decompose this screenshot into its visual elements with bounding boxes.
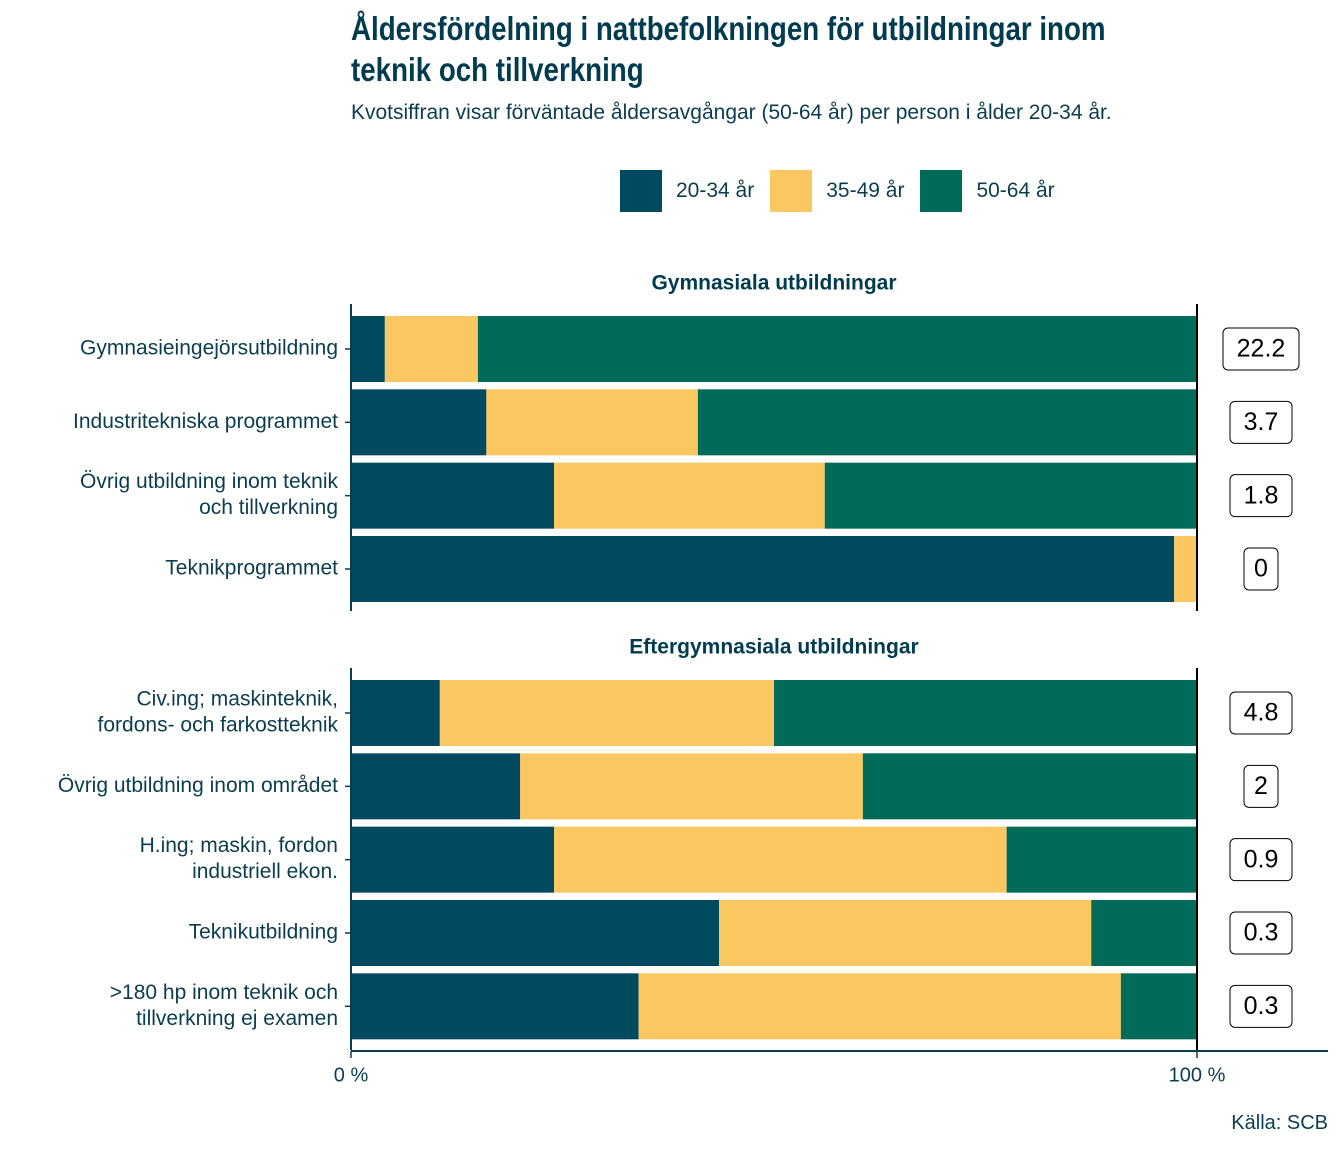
ratio-label-box: [1229, 474, 1293, 518]
panel-title: Eftergymnasiala utbildningar: [629, 636, 918, 659]
bar-segment: [774, 680, 1197, 746]
category-label: fordons- och farkostteknik: [98, 714, 339, 737]
ratio-label: 0.3: [1244, 992, 1279, 1020]
bar-segment: [1174, 535, 1197, 602]
category-label: industriell ekon.: [192, 860, 338, 883]
bar-segment: [862, 753, 1197, 820]
ratio-label: 4.8: [1244, 699, 1279, 727]
bar-segment: [697, 389, 1197, 456]
bar-segment: [351, 973, 639, 1040]
ratio-label-box: [1229, 838, 1293, 882]
ratio-label-box: [1229, 984, 1293, 1028]
bar-segment: [351, 389, 487, 456]
legend: 20-34 år 35-49 år 50-64 år: [620, 170, 1071, 212]
panel-title: Gymnasiala utbildningar: [651, 272, 896, 295]
bar-segment: [351, 826, 555, 893]
chart-subtitle: Kvotsiffran visar förväntade åldersavgån…: [351, 101, 1112, 124]
category-label: Gymnasieingejörsutbildning: [80, 337, 338, 360]
bar-segment: [1091, 899, 1197, 966]
ratio-label-box: [1229, 691, 1293, 735]
bar-segment: [554, 462, 825, 529]
category-label: >180 hp inom teknik och: [110, 981, 338, 1004]
x-tick-label: 100 %: [1169, 1064, 1226, 1086]
ratio-label-box: [1229, 911, 1293, 955]
ratio-label: 0.9: [1244, 845, 1279, 873]
bar-segment: [520, 753, 863, 820]
category-label: Teknikprogrammet: [165, 557, 338, 580]
bar-segment: [351, 753, 521, 820]
bar-segment: [824, 462, 1197, 529]
x-tick-label: 0 %: [334, 1064, 369, 1086]
category-label: Övrig utbildning inom området: [58, 774, 338, 797]
category-label: tillverkning ej examen: [136, 1007, 338, 1030]
bar-segment: [351, 316, 385, 382]
legend-swatch-50-64: [920, 170, 963, 212]
category-label: Teknikutbildning: [189, 921, 338, 944]
legend-item-50-64: 50-64 år: [920, 170, 1055, 212]
legend-swatch-35-49: [770, 170, 813, 212]
legend-item-35-49: 35-49 år: [770, 170, 904, 212]
ratio-label: 0.3: [1244, 919, 1279, 947]
ratio-label-box: [1222, 327, 1300, 371]
chart-title: Åldersfördelning i nattbefolkningen för …: [351, 10, 1106, 88]
bar-segment: [1120, 973, 1197, 1040]
source-caption: Källa: SCB: [1231, 1112, 1328, 1134]
ratio-label-box: [1243, 547, 1279, 591]
legend-label-50-64: 50-64 år: [976, 179, 1055, 202]
bar-segment: [554, 826, 1007, 893]
ratio-label-box: [1229, 400, 1293, 444]
ratio-label: 22.2: [1237, 335, 1286, 363]
category-label: Civ.ing; maskinteknik,: [136, 688, 338, 711]
ratio-label-box: [1243, 764, 1279, 808]
bar-segment: [351, 535, 1175, 602]
legend-item-20-34: 20-34 år: [620, 170, 754, 212]
bar-segment: [351, 899, 720, 966]
ratio-label: 3.7: [1244, 408, 1279, 436]
category-label: Övrig utbildning inom teknik: [80, 470, 338, 493]
bar-segment: [477, 316, 1197, 382]
bar-segment: [638, 973, 1121, 1040]
bar-segment: [1006, 826, 1197, 893]
category-label: och tillverkning: [199, 496, 338, 519]
bar-segment: [351, 680, 440, 746]
legend-swatch-20-34: [620, 170, 662, 212]
bar-segment: [486, 389, 698, 456]
legend-label-20-34: 20-34 år: [676, 179, 755, 202]
ratio-label: 0: [1254, 555, 1268, 583]
bar-segment: [439, 680, 774, 746]
category-label: Industritekniska programmet: [73, 410, 338, 433]
ratio-label: 2: [1254, 772, 1268, 800]
bar-segment: [351, 462, 555, 529]
ratio-label: 1.8: [1244, 481, 1279, 509]
legend-label-35-49: 35-49 år: [826, 179, 905, 202]
bar-segment: [719, 899, 1092, 966]
category-label: H.ing; maskin, fordon: [140, 834, 338, 857]
bar-segment: [384, 316, 478, 382]
